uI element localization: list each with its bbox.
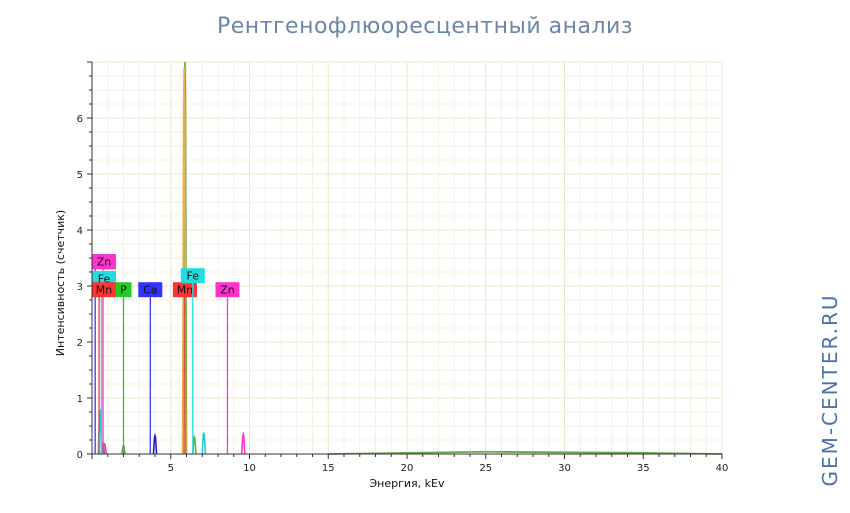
marker-label: Mn (177, 284, 193, 297)
y-tick-label: 4 (77, 226, 83, 237)
marker-label: Zn (97, 256, 112, 269)
axes: 5 10 15 20 25 30 35 40 0 1 2 3 4 5 6 (77, 61, 729, 474)
series-3 (102, 431, 246, 455)
x-axis-label: Энергия, kEv (370, 477, 445, 490)
marker-label: Zn (220, 284, 235, 297)
y-tick-label: 0 (77, 450, 83, 461)
spectrum-peak (192, 434, 197, 455)
x-tick-label: 5 (168, 463, 174, 474)
series-4 (152, 432, 158, 455)
y-tick-label: 5 (77, 170, 83, 181)
element-marker-zn: Zn (215, 282, 240, 454)
element-marker-zn: Zn (92, 254, 116, 454)
marker-label-bg (92, 254, 116, 270)
x-tick-label: 20 (401, 463, 414, 474)
marker-label-bg (115, 282, 132, 298)
spectrum-baseline (328, 450, 723, 455)
x-tick-label: 30 (558, 463, 571, 474)
spectrum-peak (181, 67, 187, 455)
page-title: Рентгенофлюоресцентный анализ (216, 14, 634, 39)
x-tick-label: 35 (637, 463, 650, 474)
x-tick-label: 25 (479, 463, 492, 474)
element-marker-fe: Fe (180, 268, 205, 454)
spectrum-peak (201, 432, 207, 455)
marker-label-bg (180, 268, 205, 284)
marker-label: P (120, 284, 127, 297)
element-marker-mn: Mn (172, 282, 197, 454)
marker-label-bg (92, 282, 116, 298)
spectrum-peak (102, 442, 107, 455)
y-tick-label: 1 (77, 394, 83, 405)
y-tick-label: 2 (77, 338, 83, 349)
x-tick-label: 15 (322, 463, 335, 474)
element-marker-mn: Mn (92, 282, 116, 454)
x-tick-label: 10 (243, 463, 256, 474)
y-axis-label: Интенсивность (счетчик) (54, 210, 67, 356)
element-marker-ca: Ca (138, 282, 163, 454)
series-1 (181, 67, 187, 455)
spectrum-peak (240, 431, 246, 455)
marker-label-bg (138, 282, 163, 298)
marker-label-bg (215, 282, 240, 298)
x-tick-label: 40 (716, 463, 729, 474)
marker-label: Ca (143, 284, 157, 297)
y-tick-label: 6 (77, 114, 83, 125)
element-marker-p: P (115, 282, 132, 454)
marker-label: Fe (187, 270, 200, 283)
element-markers: CaZnFeMnPCaMnFeZn (92, 254, 240, 454)
y-tick-label: 3 (77, 282, 83, 293)
marker-label-bg (172, 282, 197, 298)
spectrum-peak (152, 432, 158, 455)
marker-label: Mn (96, 284, 112, 297)
